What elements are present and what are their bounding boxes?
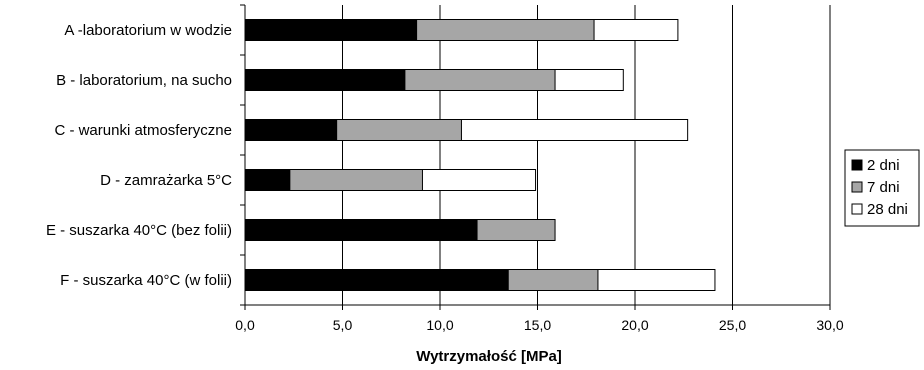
tick-labels: 0,0 5,0 10,0 15,0 20,0 25,0 30,0 — [235, 317, 844, 333]
gridlines — [342, 5, 831, 305]
legend-label: 2 dni — [867, 157, 900, 174]
category-label: C - warunki atmosferyczne — [54, 122, 232, 139]
bar-1 — [244, 169, 291, 191]
x-tick-label: 20,0 — [621, 317, 648, 333]
bar-1 — [244, 19, 418, 41]
bar-1 — [244, 219, 478, 241]
bar-1 — [244, 119, 338, 141]
bar-1 — [244, 69, 406, 91]
axes — [240, 4, 831, 310]
x-tick-label: 30,0 — [816, 317, 843, 333]
category-label: F - suszarka 40°C (w folii) — [60, 272, 232, 289]
legend-swatch — [851, 181, 863, 193]
category-label: A -laboratorium w wodzie — [64, 22, 232, 39]
x-tick-label: 5,0 — [333, 317, 353, 333]
legend-label: 7 dni — [867, 179, 900, 196]
category-label: B - laboratorium, na sucho — [56, 72, 232, 89]
category-label: E - suszarka 40°C (bez folii) — [46, 222, 232, 239]
category-label: D - zamrażarka 5°C — [100, 172, 232, 189]
x-tick-label: 0,0 — [235, 317, 255, 333]
legend-swatch — [851, 203, 863, 215]
x-axis-title: Wytrzymałość [MPa] — [416, 348, 562, 365]
x-tick-label: 10,0 — [426, 317, 453, 333]
x-tick-label: 15,0 — [524, 317, 551, 333]
x-tick-label: 25,0 — [719, 317, 746, 333]
bars — [244, 19, 716, 291]
legend: 2 dni 7 dni 28 dni — [844, 149, 920, 227]
legend-swatch — [851, 159, 863, 171]
category-labels: A -laboratorium w wodzie B - laboratorium… — [46, 22, 232, 289]
legend-label: 28 dni — [867, 201, 908, 218]
bar-1 — [244, 269, 509, 291]
